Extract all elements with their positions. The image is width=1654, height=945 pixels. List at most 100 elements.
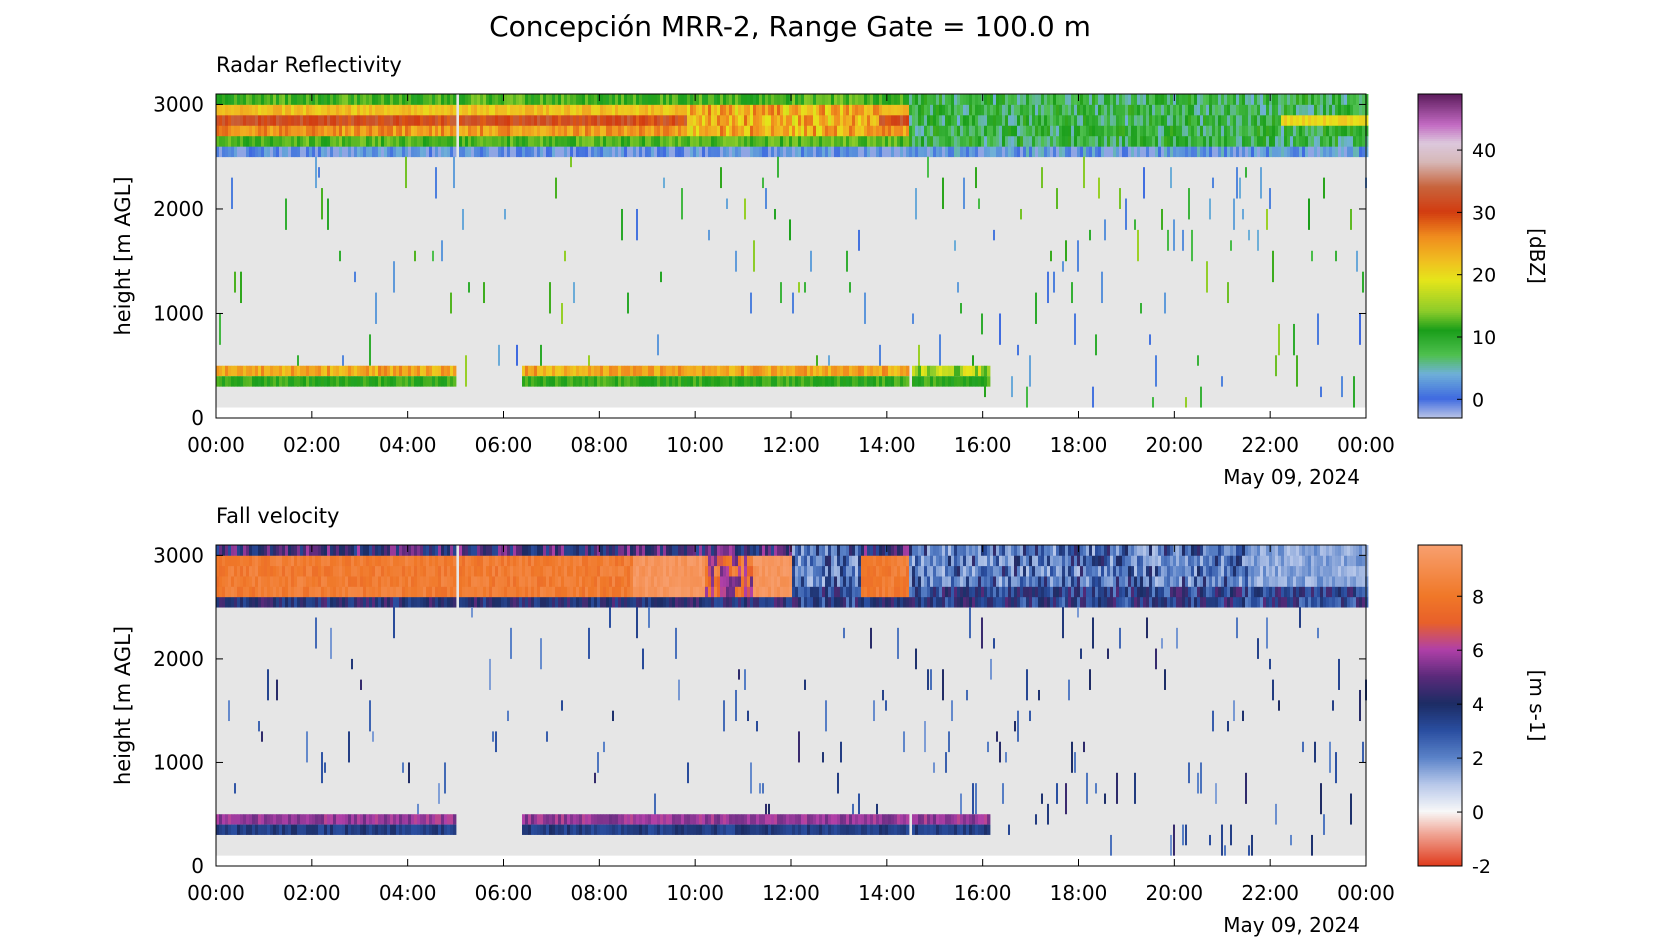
heatmap-cell — [597, 376, 601, 387]
heatmap-cell — [1314, 125, 1318, 137]
heatmap-cell — [528, 146, 532, 158]
heatmap-cell — [891, 114, 895, 126]
heatmap-cell — [588, 596, 592, 608]
heatmap-cell — [396, 104, 400, 116]
heatmap-cell — [636, 576, 640, 587]
colorbar-segment — [1418, 292, 1462, 295]
heatmap-cell — [1350, 94, 1354, 105]
heatmap-cell — [435, 365, 439, 377]
heatmap-cell — [657, 104, 661, 116]
heatmap-cell — [1146, 104, 1150, 116]
heatmap-cell — [1212, 177, 1214, 189]
heatmap-cell — [312, 576, 316, 587]
heatmap-cell — [357, 104, 361, 116]
colorbar-segment — [1418, 120, 1462, 123]
heatmap-cell — [231, 376, 235, 387]
heatmap-cell — [546, 565, 550, 577]
heatmap-cell — [261, 545, 265, 556]
heatmap-cell — [630, 555, 634, 567]
heatmap-cell — [1026, 104, 1030, 116]
heatmap-cell — [1251, 146, 1255, 158]
heatmap-cell — [267, 365, 271, 377]
heatmap-cell — [681, 565, 685, 577]
heatmap-cell — [252, 576, 256, 587]
heatmap-cell — [852, 146, 856, 158]
heatmap-cell — [987, 365, 991, 377]
heatmap-cell — [834, 586, 838, 598]
heatmap-cell — [417, 365, 421, 377]
heatmap-cell — [1353, 376, 1355, 408]
heatmap-cell — [768, 555, 772, 567]
heatmap-cell — [237, 365, 241, 377]
heatmap-cell — [489, 94, 493, 105]
heatmap-cell — [312, 114, 316, 126]
heatmap-cell — [1242, 135, 1246, 147]
heatmap-cell — [378, 135, 382, 147]
heatmap-cell — [1017, 104, 1021, 116]
heatmap-cell — [888, 135, 892, 147]
heatmap-cell — [534, 125, 538, 137]
heatmap-cell — [933, 146, 937, 158]
heatmap-cell — [762, 146, 766, 158]
heatmap-cell — [708, 365, 712, 377]
heatmap-cell — [372, 146, 376, 158]
heatmap-cell — [738, 576, 742, 587]
heatmap-cell — [594, 545, 598, 556]
heatmap-cell — [468, 146, 472, 158]
heatmap-cell — [564, 250, 566, 262]
colorbar-segment — [1418, 316, 1462, 320]
heatmap-cell — [252, 545, 256, 556]
heatmap-cell — [354, 565, 358, 577]
heatmap-cell — [528, 94, 532, 105]
heatmap-cell — [813, 114, 817, 126]
heatmap-cell — [531, 94, 535, 105]
heatmap-cell — [828, 824, 832, 835]
heatmap-cell — [369, 125, 373, 137]
heatmap-cell — [717, 596, 721, 608]
heatmap-cell — [252, 94, 256, 105]
heatmap-cell — [552, 104, 556, 116]
heatmap-cell — [483, 104, 487, 116]
heatmap-cell — [384, 586, 388, 598]
heatmap-cell — [1029, 125, 1033, 137]
heatmap-cell — [582, 555, 586, 567]
colorbar-segment — [1418, 162, 1462, 166]
heatmap-cell — [588, 376, 592, 387]
heatmap-cell — [666, 376, 670, 387]
heatmap-cell — [336, 586, 340, 598]
heatmap-cell — [987, 104, 991, 116]
heatmap-cell — [297, 365, 301, 377]
heatmap-cell — [855, 135, 859, 147]
heatmap-cell — [645, 376, 649, 387]
heatmap-cell — [483, 125, 487, 137]
heatmap-cell — [267, 824, 271, 835]
heatmap-cell — [843, 125, 847, 137]
heatmap-cell — [915, 188, 917, 220]
heatmap-cell — [1317, 313, 1319, 345]
heatmap-cell — [1269, 104, 1273, 116]
heatmap-cell — [1086, 146, 1090, 158]
heatmap-cell — [501, 94, 505, 105]
heatmap-cell — [615, 376, 619, 387]
heatmap-cell — [681, 146, 685, 158]
heatmap-cell — [906, 104, 910, 116]
heatmap-cell — [450, 545, 454, 556]
heatmap-cell — [489, 114, 493, 126]
heatmap-cell — [1059, 135, 1063, 147]
heatmap-cell — [579, 565, 583, 577]
heatmap-cell — [696, 576, 700, 587]
heatmap-cell — [1272, 114, 1276, 126]
heatmap-cell — [1194, 146, 1198, 158]
heatmap-cell — [1197, 104, 1201, 116]
heatmap-cell — [495, 135, 499, 147]
heatmap-cell — [906, 114, 910, 126]
heatmap-cell — [786, 814, 790, 825]
heatmap-cell — [888, 94, 892, 105]
heatmap-cell — [1074, 125, 1078, 137]
heatmap-cell — [765, 576, 769, 587]
heatmap-cell — [306, 94, 310, 105]
heatmap-cell — [468, 586, 472, 598]
heatmap-cell — [687, 824, 691, 835]
heatmap-cell — [762, 365, 766, 377]
heatmap-cell — [1263, 125, 1267, 137]
